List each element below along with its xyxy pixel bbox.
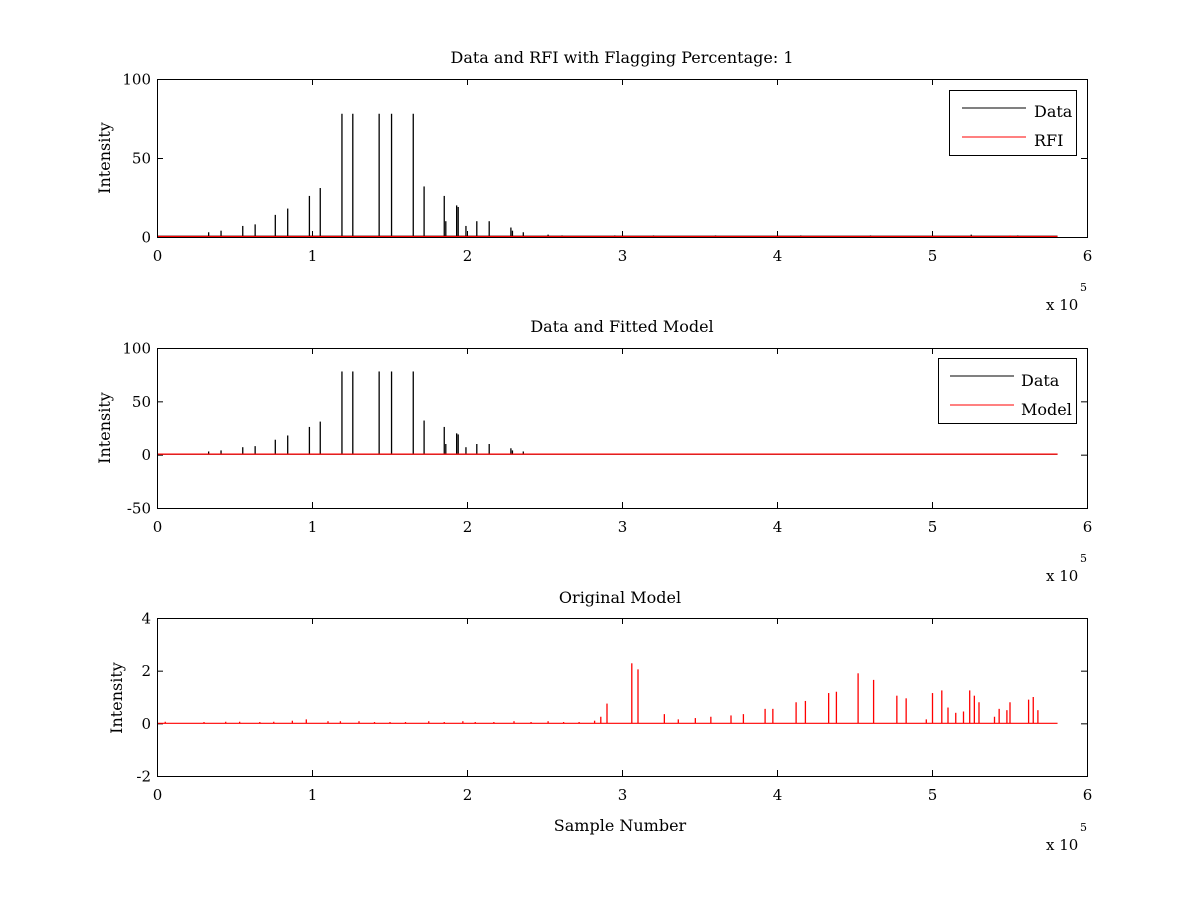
x-tick-label: 0 [153, 786, 163, 804]
axes-frame [157, 618, 1088, 777]
x-tick-label: 5 [928, 247, 938, 265]
x-tick-label: 2 [463, 518, 473, 536]
x-multiplier-exponent: 5 [1080, 552, 1087, 565]
x-tick-label: 5 [928, 786, 938, 804]
y-tick-label: 50 [132, 150, 151, 168]
legend: Data Model [938, 358, 1077, 424]
x-tick-label: 3 [618, 518, 628, 536]
axes-frame [157, 348, 1088, 509]
x-multiplier: x 10 [1046, 567, 1078, 585]
y-tick-label: 100 [122, 340, 151, 358]
chart-title: Data and Fitted Model [530, 317, 713, 336]
x-tick-label: 4 [773, 247, 783, 265]
chart-title: Data and RFI with Flagging Percentage: 1 [450, 48, 793, 67]
legend-box [949, 90, 1077, 156]
x-multiplier-exponent: 5 [1080, 281, 1087, 294]
y-axis-label: Intensity [95, 122, 114, 194]
x-tick-label: 3 [618, 786, 628, 804]
x-axis-label: Sample Number [554, 816, 687, 835]
x-tick-label: 4 [773, 786, 783, 804]
y-tick-label: 0 [141, 446, 151, 464]
legend: Data RFI [949, 90, 1077, 156]
x-tick-label: 5 [928, 518, 938, 536]
subplot-rfi: Data and RFI with Flagging Percentage: 1… [95, 48, 1092, 314]
y-tick-label: 0 [141, 715, 151, 733]
legend-label-data: Data [1034, 102, 1073, 121]
x-multiplier: x 10 [1046, 836, 1078, 854]
subplot-original-model: Original Model Intensity Sample Number 0… [107, 588, 1092, 854]
y-tick-label: -2 [136, 768, 151, 786]
legend-label-model: Model [1021, 400, 1072, 419]
series-rfi [157, 235, 1058, 238]
x-tick-label: 0 [153, 518, 163, 536]
x-tick-label: 2 [463, 786, 473, 804]
y-tick-label: 50 [132, 393, 151, 411]
legend-label-data: Data [1021, 371, 1060, 390]
plot-lines [157, 371, 1058, 455]
chart-title: Original Model [559, 588, 681, 607]
legend-label-rfi: RFI [1034, 131, 1063, 150]
x-tick-label: 6 [1083, 786, 1093, 804]
x-tick-label: 6 [1083, 518, 1093, 536]
y-tick-label: 2 [141, 662, 151, 680]
x-tick-label: 1 [308, 247, 318, 265]
series-model-line [157, 663, 1058, 724]
x-tick-label: 1 [308, 518, 318, 536]
y-axis-label: Intensity [107, 662, 126, 734]
plot-lines [157, 113, 1058, 238]
x-tick-label: 4 [773, 518, 783, 536]
plot-lines [157, 663, 1058, 724]
x-tick-label: 0 [153, 247, 163, 265]
x-tick-label: 6 [1083, 247, 1093, 265]
x-tick-label: 2 [463, 247, 473, 265]
legend-box [938, 358, 1077, 424]
axes-frame [157, 79, 1088, 238]
x-tick-label: 1 [308, 786, 318, 804]
y-tick-label: 4 [141, 610, 151, 628]
x-multiplier: x 10 [1046, 296, 1078, 314]
y-tick-label: 100 [122, 71, 151, 89]
y-axis-label: Intensity [95, 392, 114, 464]
y-tick-label: -50 [127, 500, 151, 518]
x-multiplier-exponent: 5 [1080, 821, 1087, 834]
subplot-fitted-model: Data and Fitted Model Intensity 0 1 2 3 4 5 6 -… [95, 317, 1092, 585]
x-tick-label: 3 [618, 247, 628, 265]
y-tick-label: 0 [141, 229, 151, 247]
